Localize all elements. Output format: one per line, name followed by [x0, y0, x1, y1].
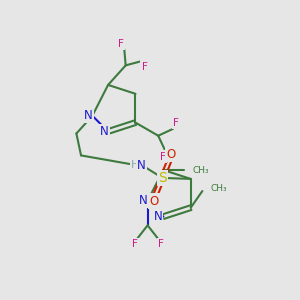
Text: F: F — [132, 239, 137, 249]
Text: S: S — [158, 171, 167, 185]
Text: H: H — [131, 160, 140, 170]
Text: F: F — [118, 39, 124, 49]
Text: CH₃: CH₃ — [192, 166, 208, 175]
Text: N: N — [137, 159, 146, 172]
Text: N: N — [154, 210, 162, 223]
Text: O: O — [166, 148, 176, 161]
Text: N: N — [140, 194, 148, 207]
Text: N: N — [100, 125, 109, 138]
Text: CH₃: CH₃ — [211, 184, 227, 193]
Text: F: F — [160, 152, 166, 162]
Text: N: N — [84, 109, 93, 122]
Text: F: F — [173, 118, 179, 128]
Text: F: F — [158, 239, 164, 249]
Text: O: O — [149, 195, 159, 208]
Text: F: F — [142, 61, 148, 71]
